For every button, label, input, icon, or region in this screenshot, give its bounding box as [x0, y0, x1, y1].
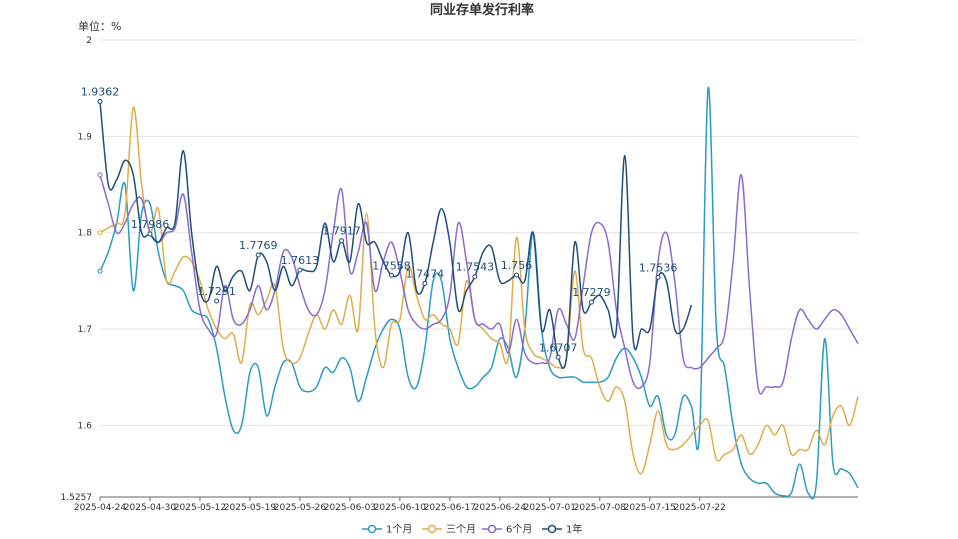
x-tick-label: 2025-05-26 [274, 503, 327, 513]
unit-label: 单位：% [78, 19, 121, 33]
legend-label: 三个月 [446, 524, 476, 536]
y-tick-label: 1.7 [78, 325, 92, 335]
data-point [422, 280, 428, 286]
series-line-0 [99, 86, 859, 500]
y-axis: 1.5257 1.6 1.7 1.8 1.9 2 [61, 36, 93, 503]
data-label: 1.7474 [406, 267, 445, 280]
data-point [97, 98, 103, 104]
data-point [339, 238, 345, 244]
legend-circle-icon [487, 524, 497, 534]
x-tick-label: 2025-05-19 [224, 503, 277, 513]
x-tick-label: 2025-07-08 [574, 503, 627, 513]
series-start-point-2 [97, 172, 103, 178]
data-label: 1.7536 [639, 261, 678, 274]
data-point [472, 274, 478, 280]
data-label: 1.7986 [131, 218, 170, 231]
legend-item-3[interactable]: 1年 [542, 523, 582, 536]
data-label: 1.6707 [539, 341, 578, 354]
series-start-point-1 [97, 230, 103, 236]
y-tick-label: 1.6 [78, 421, 93, 431]
legend-circle-icon [367, 524, 377, 534]
legend-item-2[interactable]: 6个月 [482, 524, 532, 536]
data-point [297, 267, 303, 273]
series-start-point-0 [97, 268, 103, 274]
legend-circle-icon [427, 524, 437, 534]
data-label: 1.7917 [322, 225, 361, 238]
y-tick-label: 2 [86, 36, 92, 46]
y-tick-label: 1.9 [78, 132, 93, 142]
data-label: 1.7613 [281, 254, 320, 267]
data-label: 1.7543 [456, 261, 495, 274]
x-tick-label: 2025-06-10 [374, 503, 427, 513]
x-axis: 2025-04-242025-04-302025-05-122025-05-19… [74, 496, 858, 513]
chart-title: 同业存单发行利率 [430, 2, 534, 18]
data-point [588, 299, 594, 305]
x-tick-label: 2025-06-24 [474, 503, 527, 513]
x-tick-label: 2025-07-01 [524, 503, 576, 513]
data-label: 1.756 [501, 259, 533, 272]
legend-circle-icon [547, 524, 557, 534]
x-tick-label: 2025-04-24 [74, 503, 127, 513]
series-line-2 [99, 174, 859, 395]
data-point [655, 274, 661, 280]
data-label: 1.7291 [197, 285, 236, 298]
x-tick-label: 2025-06-17 [424, 503, 476, 513]
legend[interactable]: 1个月 三个月 6个月 1年 [362, 523, 582, 536]
data-point [147, 231, 153, 237]
data-point [389, 272, 395, 278]
data-label: 1.7558 [372, 259, 411, 272]
y-tick-label: 1.8 [78, 229, 93, 239]
x-tick-label: 2025-07-15 [624, 503, 676, 513]
data-label: 1.9362 [81, 85, 120, 98]
data-point [255, 252, 261, 258]
y-tick-label: 1.5257 [61, 493, 93, 503]
data-label: 1.7279 [572, 286, 611, 299]
data-label: 1.7769 [239, 239, 278, 252]
legend-label: 1年 [566, 523, 582, 536]
data-point [555, 354, 561, 360]
x-tick-label: 2025-05-12 [174, 503, 226, 513]
legend-item-0[interactable]: 1个月 [362, 524, 412, 536]
x-tick-label: 2025-06-03 [324, 503, 376, 513]
series-line-3 [99, 101, 693, 370]
data-point [513, 272, 519, 278]
legend-label: 6个月 [506, 524, 532, 536]
data-point [214, 298, 220, 304]
legend-item-1[interactable]: 三个月 [422, 524, 476, 536]
legend-label: 1个月 [386, 524, 412, 536]
series-lines [97, 86, 859, 500]
x-tick-label: 2025-04-30 [124, 503, 177, 513]
x-tick-label: 2025-07-22 [674, 503, 726, 513]
